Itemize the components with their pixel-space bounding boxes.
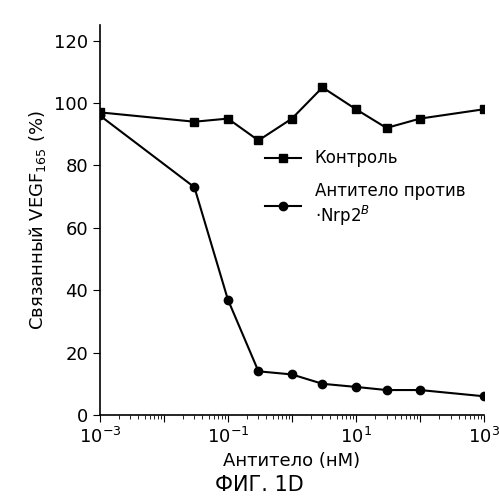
Антитело против
·Nrp2$^B$ [192, 184, 198, 190]
Y-axis label: Связанный VEGF$_{165}$ (%): Связанный VEGF$_{165}$ (%) [27, 110, 48, 330]
Line: Контроль: Контроль [96, 83, 488, 144]
Line: Антитело против
·Nrp2$^B$: Антитело против ·Nrp2$^B$ [96, 112, 488, 401]
Legend: Контроль, Антитело против
·Nrp2$^B$: Контроль, Антитело против ·Nrp2$^B$ [258, 143, 472, 235]
Антитело против
·Nrp2$^B$ [255, 368, 261, 374]
Антитело против
·Nrp2$^B$ [319, 381, 325, 387]
Контроль [225, 116, 231, 121]
Контроль [417, 116, 423, 121]
Text: ФИГ. 1D: ФИГ. 1D [215, 475, 304, 495]
Контроль [192, 118, 198, 124]
Контроль [289, 116, 295, 121]
X-axis label: Антитело (нМ): Антитело (нМ) [224, 452, 360, 470]
Контроль [97, 110, 103, 116]
Антитело против
·Nrp2$^B$ [225, 296, 231, 302]
Антитело против
·Nrp2$^B$ [97, 112, 103, 118]
Антитело против
·Nrp2$^B$ [417, 387, 423, 393]
Контроль [353, 106, 359, 112]
Антитело против
·Nrp2$^B$ [384, 387, 390, 393]
Контроль [384, 125, 390, 131]
Антитело против
·Nrp2$^B$ [289, 372, 295, 378]
Антитело против
·Nrp2$^B$ [481, 394, 487, 400]
Контроль [255, 138, 261, 143]
Контроль [319, 84, 325, 90]
Антитело против
·Nrp2$^B$ [353, 384, 359, 390]
Контроль [481, 106, 487, 112]
